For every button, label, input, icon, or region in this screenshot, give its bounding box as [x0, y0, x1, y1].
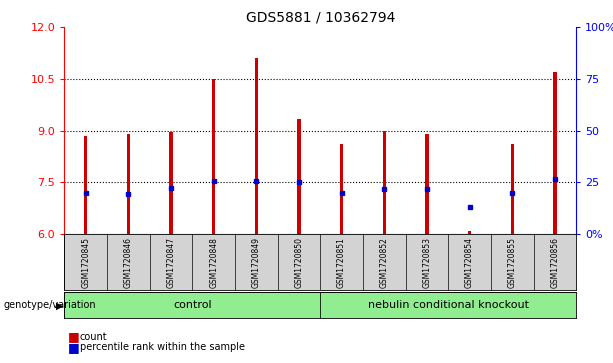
Bar — [64, 292, 320, 318]
Bar — [297, 119, 300, 234]
Text: GSM1720846: GSM1720846 — [124, 237, 133, 288]
Bar — [468, 231, 471, 234]
Text: GSM1720853: GSM1720853 — [422, 237, 432, 288]
Text: GSM1720852: GSM1720852 — [380, 237, 389, 288]
Text: percentile rank within the sample: percentile rank within the sample — [80, 342, 245, 352]
Text: GSM1720855: GSM1720855 — [508, 237, 517, 288]
Text: GSM1720854: GSM1720854 — [465, 237, 474, 288]
Text: nebulin conditional knockout: nebulin conditional knockout — [368, 300, 529, 310]
Text: GSM1720856: GSM1720856 — [550, 237, 560, 288]
Bar — [212, 79, 215, 234]
Text: control: control — [173, 300, 211, 310]
Text: GSM1720849: GSM1720849 — [252, 237, 261, 288]
Bar — [553, 72, 557, 234]
Text: ■: ■ — [67, 341, 79, 354]
Bar — [383, 131, 386, 234]
Text: GSM1720850: GSM1720850 — [294, 237, 303, 288]
Text: GSM1720851: GSM1720851 — [337, 237, 346, 288]
Text: GSM1720847: GSM1720847 — [167, 237, 175, 288]
Text: GSM1720848: GSM1720848 — [209, 237, 218, 288]
Bar — [511, 144, 514, 234]
Bar — [425, 134, 428, 234]
Bar — [169, 132, 173, 234]
Text: ■: ■ — [67, 330, 79, 343]
Title: GDS5881 / 10362794: GDS5881 / 10362794 — [246, 11, 395, 25]
Bar — [254, 58, 258, 234]
Bar — [320, 292, 576, 318]
Bar — [340, 144, 343, 234]
Text: ▶: ▶ — [56, 300, 64, 310]
Text: count: count — [80, 331, 107, 342]
Text: GSM1720845: GSM1720845 — [81, 237, 90, 288]
Bar — [127, 134, 130, 234]
Text: genotype/variation: genotype/variation — [3, 300, 96, 310]
Bar — [84, 136, 88, 234]
